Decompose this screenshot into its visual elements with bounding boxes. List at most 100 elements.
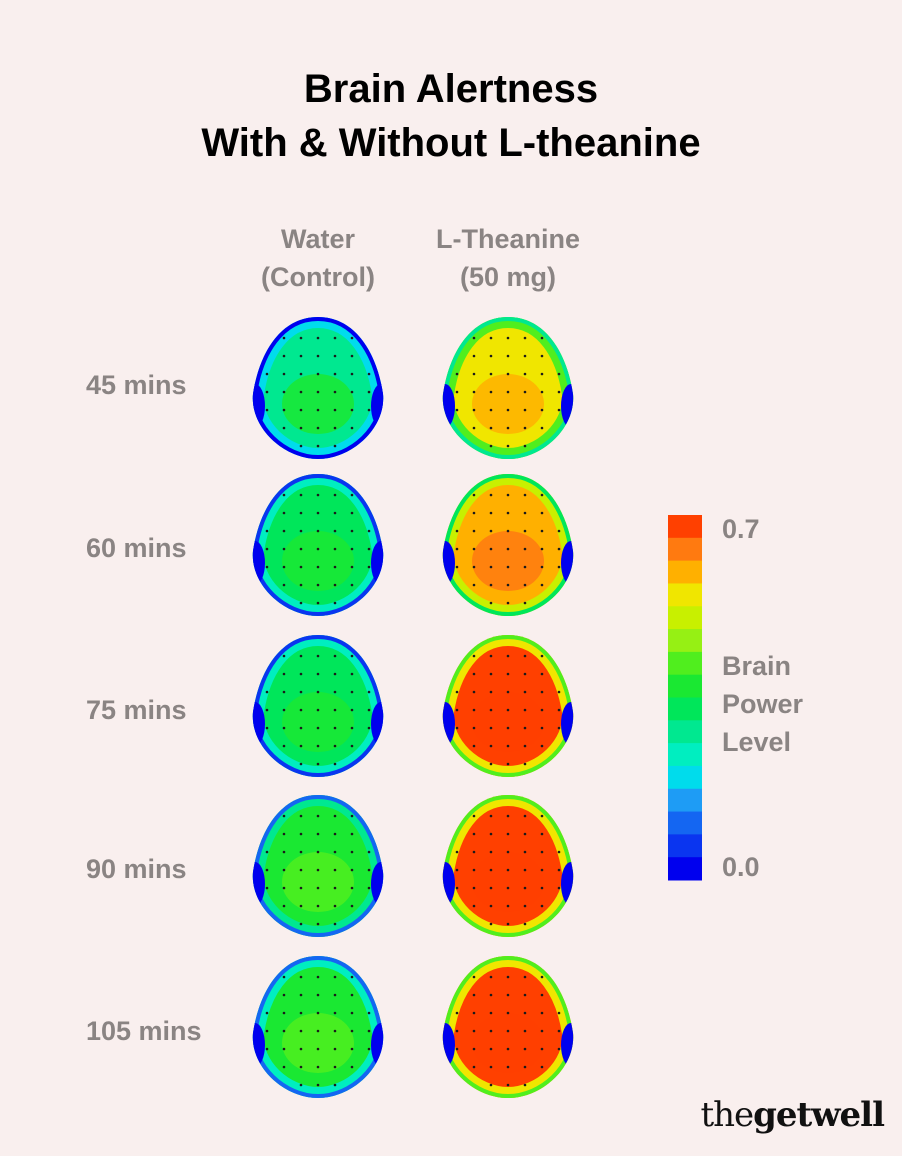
electrode-dot	[489, 1065, 493, 1069]
electrode-dot	[316, 922, 320, 926]
electrode-dot	[472, 814, 476, 818]
electrode-dot	[282, 565, 286, 569]
electrode-dot	[489, 1011, 493, 1015]
electrode-dot	[557, 408, 561, 412]
electrode-dot	[489, 868, 493, 872]
electrode-dot	[540, 1011, 544, 1015]
electrode-dot	[333, 762, 337, 766]
electrode-dot	[265, 390, 269, 394]
electrode-dot	[489, 547, 493, 551]
electrode-dot	[506, 583, 510, 587]
electrode-dot	[367, 726, 371, 730]
electrode-dot	[557, 390, 561, 394]
electrode-dot	[333, 814, 337, 818]
scalp-map-water-75-mins	[252, 635, 384, 777]
electrode-dots	[265, 336, 371, 448]
electrode-dot	[506, 886, 510, 890]
electrode-dot	[316, 444, 320, 448]
scalp-map-core	[282, 374, 354, 434]
column-header-l-theanine-line-1: L-Theanine	[435, 224, 580, 254]
electrode-dot	[265, 565, 269, 569]
electrode-dot	[350, 408, 354, 412]
electrode-dot	[540, 850, 544, 854]
electrode-dot	[316, 601, 320, 605]
colorbar-segment	[668, 857, 702, 881]
electrode-dot	[350, 547, 354, 551]
scalp-map-right-lobe	[561, 862, 574, 906]
electrode-dot	[316, 690, 320, 694]
electrode-dot	[557, 886, 561, 890]
electrode-dot	[299, 1065, 303, 1069]
scalp-map-edge	[442, 635, 574, 777]
electrode-dot	[333, 336, 337, 340]
electrode-dot	[299, 493, 303, 497]
column-header-water-line-2: (Control)	[261, 262, 375, 292]
electrode-dot	[506, 1047, 510, 1051]
electrode-dot	[316, 1083, 320, 1087]
electrode-dot	[540, 672, 544, 676]
electrode-dot	[489, 744, 493, 748]
electrode-dot	[282, 850, 286, 854]
electrode-dot	[316, 708, 320, 712]
electrode-dot	[455, 708, 459, 712]
electrode-dot	[333, 444, 337, 448]
electrode-dot	[506, 493, 510, 497]
electrode-dot	[489, 565, 493, 569]
scalp-map-core	[282, 531, 354, 591]
electrode-dots	[265, 654, 371, 766]
colorbar-segment	[668, 765, 702, 790]
scalp-map-edge	[252, 635, 384, 777]
electrode-dot	[282, 426, 286, 430]
electrode-dot	[282, 1047, 286, 1051]
electrode-dot	[350, 1065, 354, 1069]
electrode-dot	[316, 1065, 320, 1069]
electrode-dot	[506, 922, 510, 926]
electrode-dot	[489, 993, 493, 997]
colorbar-title-line-1: Brain	[722, 651, 792, 681]
colorbar-segment	[668, 583, 702, 607]
electrode-dot	[316, 511, 320, 515]
colorbar-segment	[668, 834, 702, 858]
scalp-map-water-90-mins	[252, 795, 384, 937]
electrode-dot	[540, 1065, 544, 1069]
electrode-dot	[523, 904, 527, 908]
electrode-dot	[506, 565, 510, 569]
electrode-dot	[367, 390, 371, 394]
electrode-dot	[282, 372, 286, 376]
electrode-dot	[282, 726, 286, 730]
electrode-dot	[540, 1029, 544, 1033]
electrode-dot	[265, 1029, 269, 1033]
electrode-dot	[455, 1011, 459, 1015]
electrode-dot	[282, 744, 286, 748]
electrode-dot	[333, 426, 337, 430]
electrode-dot	[333, 493, 337, 497]
electrode-dot	[489, 1047, 493, 1051]
electrode-dot	[506, 1065, 510, 1069]
electrode-dot	[333, 868, 337, 872]
electrode-dot	[350, 886, 354, 890]
electrode-dot	[540, 583, 544, 587]
colorbar-segment	[668, 537, 702, 562]
scalp-map-left-lobe	[442, 702, 455, 746]
electrode-dot	[282, 690, 286, 694]
electrode-dot	[472, 583, 476, 587]
electrode-dot	[506, 511, 510, 515]
electrode-dot	[333, 832, 337, 836]
electrode-dot	[316, 390, 320, 394]
electrode-dot	[333, 390, 337, 394]
electrode-dot	[506, 426, 510, 430]
electrode-dot	[350, 1047, 354, 1051]
electrode-dot	[523, 390, 527, 394]
electrode-dot	[316, 904, 320, 908]
electrode-dot	[540, 814, 544, 818]
electrode-dot	[489, 529, 493, 533]
electrode-dot	[523, 868, 527, 872]
electrode-dot	[299, 726, 303, 730]
electrode-dot	[540, 1047, 544, 1051]
electrode-dot	[282, 354, 286, 358]
electrode-dot	[523, 672, 527, 676]
electrode-dot	[523, 583, 527, 587]
electrode-dot	[489, 444, 493, 448]
electrode-dot	[299, 850, 303, 854]
electrode-dot	[333, 565, 337, 569]
